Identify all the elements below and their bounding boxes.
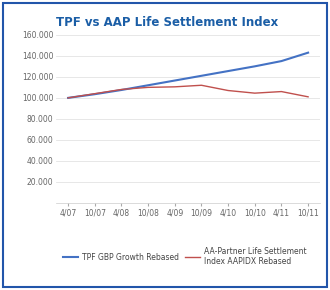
TPF GBP Growth Rebased <box>253 65 257 68</box>
TPF GBP Growth Rebased <box>199 74 203 77</box>
TPF GBP Growth Rebased <box>119 88 123 92</box>
TPF GBP Growth Rebased <box>226 69 230 73</box>
AA-Partner Life Settlement
Index AAPIDX Rebased <box>280 90 283 93</box>
TPF GBP Growth Rebased <box>66 96 70 100</box>
AA-Partner Life Settlement
Index AAPIDX Rebased <box>226 89 230 92</box>
AA-Partner Life Settlement
Index AAPIDX Rebased <box>306 95 310 99</box>
AA-Partner Life Settlement
Index AAPIDX Rebased <box>199 84 203 87</box>
AA-Partner Life Settlement
Index AAPIDX Rebased <box>253 91 257 95</box>
Line: AA-Partner Life Settlement
Index AAPIDX Rebased: AA-Partner Life Settlement Index AAPIDX … <box>68 85 308 98</box>
TPF GBP Growth Rebased <box>93 93 97 96</box>
AA-Partner Life Settlement
Index AAPIDX Rebased <box>119 88 123 91</box>
Legend: TPF GBP Growth Rebased, AA-Partner Life Settlement
Index AAPIDX Rebased: TPF GBP Growth Rebased, AA-Partner Life … <box>60 244 310 269</box>
TPF GBP Growth Rebased <box>306 51 310 55</box>
Line: TPF GBP Growth Rebased: TPF GBP Growth Rebased <box>68 53 308 98</box>
AA-Partner Life Settlement
Index AAPIDX Rebased <box>146 86 150 89</box>
AA-Partner Life Settlement
Index AAPIDX Rebased <box>93 92 97 95</box>
AA-Partner Life Settlement
Index AAPIDX Rebased <box>173 85 177 88</box>
TPF GBP Growth Rebased <box>173 79 177 82</box>
Text: TPF vs AAP Life Settlement Index: TPF vs AAP Life Settlement Index <box>56 17 278 30</box>
AA-Partner Life Settlement
Index AAPIDX Rebased <box>66 96 70 100</box>
TPF GBP Growth Rebased <box>146 84 150 87</box>
TPF GBP Growth Rebased <box>280 59 283 63</box>
